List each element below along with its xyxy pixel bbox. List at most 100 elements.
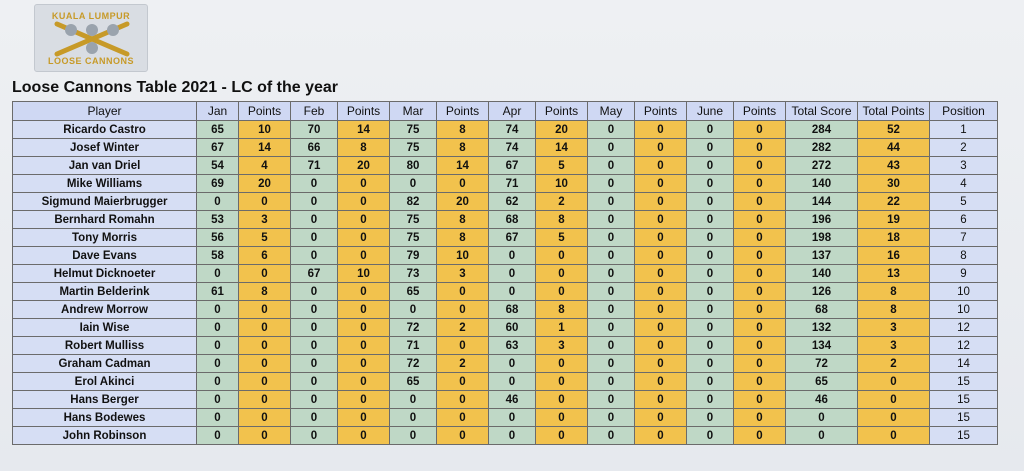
total-score-cell: 134 [785, 336, 858, 355]
score-cell: 0 [290, 228, 338, 247]
points-cell: 20 [238, 174, 291, 193]
points-cell: 4 [238, 156, 291, 175]
points-cell: 0 [535, 354, 588, 373]
points-cell: 0 [634, 120, 687, 139]
player-name-cell: Helmut Dicknoeter [12, 264, 197, 283]
player-name-cell: Hans Bodewes [12, 408, 197, 427]
table-row: Iain Wise 0 0 0 0 72 2 60 1 0 0 0 0 132 3 12 [12, 318, 998, 337]
total-points-cell: 8 [857, 282, 930, 301]
total-points-cell: 2 [857, 354, 930, 373]
points-cell: 0 [436, 390, 489, 409]
score-cell: 68 [488, 300, 536, 319]
points-cell: 0 [634, 372, 687, 391]
points-cell: 0 [337, 300, 390, 319]
score-cell: 0 [196, 192, 239, 211]
score-cell: 0 [196, 408, 239, 427]
table-row: Robert Mulliss 0 0 0 0 71 0 63 3 0 0 0 0 134 3 12 [12, 336, 998, 355]
score-cell: 71 [389, 336, 437, 355]
score-cell: 69 [196, 174, 239, 193]
score-cell: 46 [488, 390, 536, 409]
column-header: Player [12, 101, 197, 121]
points-cell: 0 [436, 174, 489, 193]
points-cell: 2 [436, 354, 489, 373]
score-cell: 0 [290, 282, 338, 301]
points-cell: 0 [733, 426, 786, 445]
score-cell: 53 [196, 210, 239, 229]
score-cell: 0 [587, 138, 635, 157]
points-cell: 3 [436, 264, 489, 283]
points-cell: 20 [337, 156, 390, 175]
points-cell: 0 [634, 426, 687, 445]
score-cell: 0 [196, 426, 239, 445]
column-header: Feb [290, 101, 338, 121]
score-cell: 0 [290, 408, 338, 427]
score-cell: 0 [686, 120, 734, 139]
column-header: Points [238, 101, 291, 121]
total-score-cell: 198 [785, 228, 858, 247]
score-cell: 0 [587, 264, 635, 283]
points-cell: 0 [733, 174, 786, 193]
total-points-cell: 3 [857, 318, 930, 337]
points-cell: 0 [436, 372, 489, 391]
score-cell: 0 [290, 426, 338, 445]
points-cell: 0 [634, 156, 687, 175]
points-cell: 14 [535, 138, 588, 157]
position-cell: 10 [929, 282, 998, 301]
points-cell: 0 [238, 336, 291, 355]
player-name-cell: Hans Berger [12, 390, 197, 409]
total-score-cell: 65 [785, 372, 858, 391]
score-cell: 65 [389, 282, 437, 301]
score-cell: 0 [587, 426, 635, 445]
total-points-cell: 30 [857, 174, 930, 193]
score-cell: 73 [389, 264, 437, 283]
score-cell: 0 [587, 246, 635, 265]
points-cell: 0 [238, 408, 291, 427]
score-cell: 0 [290, 210, 338, 229]
points-cell: 0 [733, 372, 786, 391]
points-cell: 0 [634, 174, 687, 193]
header-row: Player Jan Points Feb Points Mar Points Apr Poin… [12, 101, 998, 121]
score-cell: 0 [196, 336, 239, 355]
points-cell: 0 [634, 210, 687, 229]
score-cell: 0 [587, 372, 635, 391]
score-cell: 67 [196, 138, 239, 157]
points-cell: 8 [436, 120, 489, 139]
points-cell: 0 [337, 192, 390, 211]
position-cell: 15 [929, 372, 998, 391]
points-cell: 0 [634, 246, 687, 265]
points-cell: 0 [535, 408, 588, 427]
points-cell: 0 [733, 390, 786, 409]
score-cell: 65 [389, 372, 437, 391]
score-cell: 0 [587, 336, 635, 355]
total-points-cell: 22 [857, 192, 930, 211]
points-cell: 0 [634, 318, 687, 337]
total-points-cell: 0 [857, 390, 930, 409]
score-cell: 0 [196, 318, 239, 337]
points-cell: 0 [634, 264, 687, 283]
points-cell: 0 [634, 138, 687, 157]
score-cell: 0 [196, 390, 239, 409]
score-cell: 60 [488, 318, 536, 337]
points-cell: 20 [436, 192, 489, 211]
points-cell: 0 [634, 336, 687, 355]
score-cell: 0 [686, 300, 734, 319]
score-cell: 0 [488, 426, 536, 445]
total-points-cell: 18 [857, 228, 930, 247]
position-cell: 3 [929, 156, 998, 175]
points-cell: 0 [733, 300, 786, 319]
position-cell: 9 [929, 264, 998, 283]
table-body: Ricardo Castro 65 10 70 14 75 8 74 20 0 0 0 0 284 52 1 J… [12, 120, 998, 445]
score-cell: 0 [686, 318, 734, 337]
points-cell: 1 [535, 318, 588, 337]
score-cell: 0 [686, 336, 734, 355]
total-points-cell: 8 [857, 300, 930, 319]
points-cell: 0 [337, 372, 390, 391]
score-cell: 0 [196, 300, 239, 319]
score-cell: 63 [488, 336, 536, 355]
player-name-cell: Josef Winter [12, 138, 197, 157]
points-cell: 0 [337, 318, 390, 337]
points-cell: 0 [535, 372, 588, 391]
score-cell: 0 [686, 372, 734, 391]
score-cell: 0 [686, 426, 734, 445]
page-title: Loose Cannons Table 2021 - LC of the yea… [12, 79, 338, 96]
